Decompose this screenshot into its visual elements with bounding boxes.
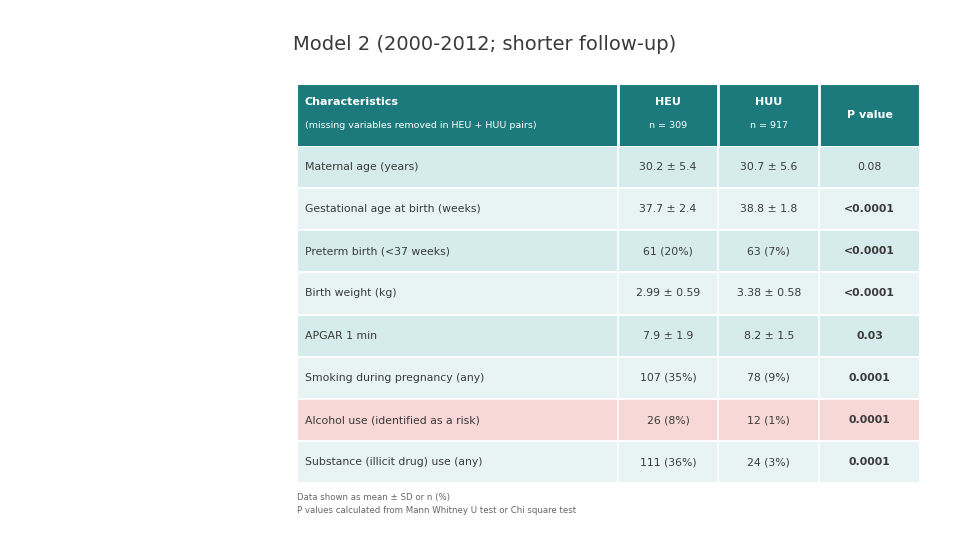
Bar (297, 441, 920, 483)
Text: n = 309: n = 309 (649, 122, 687, 131)
Text: 12 (1%): 12 (1%) (748, 415, 790, 425)
Text: 0.0001: 0.0001 (849, 415, 890, 425)
Text: <0.0001: <0.0001 (844, 288, 895, 299)
Text: 0.0001: 0.0001 (849, 457, 890, 467)
Text: Data shown as mean ± SD or n (%)
P values calculated from Mann Whitney U test or: Data shown as mean ± SD or n (%) P value… (297, 493, 576, 515)
Text: 26 (8%): 26 (8%) (646, 415, 689, 425)
Text: 7.9 ± 1.9: 7.9 ± 1.9 (643, 330, 693, 341)
Bar (297, 84, 920, 146)
Text: Substance (illicit drug) use (any): Substance (illicit drug) use (any) (304, 457, 482, 467)
Text: 3.38 ± 0.58: 3.38 ± 0.58 (736, 288, 801, 299)
Bar (297, 357, 920, 399)
Text: Model 2 (2000-2012; shorter follow-up): Model 2 (2000-2012; shorter follow-up) (294, 35, 677, 54)
Text: 63 (7%): 63 (7%) (748, 246, 790, 256)
Text: *2000-2012: *2000-2012 (22, 321, 221, 350)
Text: 38.8 ± 1.8: 38.8 ± 1.8 (740, 204, 798, 214)
Text: 2.99 ± 0.59: 2.99 ± 0.59 (636, 288, 700, 299)
Text: <0.0001: <0.0001 (844, 204, 895, 214)
Bar (297, 188, 920, 230)
Text: 37.7 ± 2.4: 37.7 ± 2.4 (639, 204, 697, 214)
Text: APGAR 1 min: APGAR 1 min (304, 330, 376, 341)
Text: 8.2 ± 1.5: 8.2 ± 1.5 (744, 330, 794, 341)
Text: 30.2 ± 5.4: 30.2 ± 5.4 (639, 162, 697, 172)
Text: substance use: substance use (22, 273, 269, 302)
Text: 107 (35%): 107 (35%) (639, 373, 696, 383)
Text: now 6 years: now 6 years (22, 400, 132, 418)
Bar (297, 146, 920, 188)
Text: Preterm birth (<37 weeks): Preterm birth (<37 weeks) (304, 246, 449, 256)
Text: Maternal: Maternal (22, 224, 177, 253)
Text: 111 (36%): 111 (36%) (639, 457, 696, 467)
Text: <0.0001: <0.0001 (844, 246, 895, 256)
Text: Smoking during pregnancy (any): Smoking during pregnancy (any) (304, 373, 484, 383)
Bar (297, 314, 920, 357)
Text: (missing variables removed in HEU + HUU pairs): (missing variables removed in HEU + HUU … (304, 122, 537, 131)
Text: n = 917: n = 917 (750, 122, 788, 131)
Text: HUU: HUU (756, 97, 782, 107)
Text: 0.08: 0.08 (857, 162, 881, 172)
Text: Characteristics: Characteristics (304, 97, 398, 107)
Text: 30.7 ± 5.6: 30.7 ± 5.6 (740, 162, 798, 172)
Text: Maternal age (years): Maternal age (years) (304, 162, 419, 172)
Text: Alcohol use (identified as a risk): Alcohol use (identified as a risk) (304, 415, 479, 425)
Text: 0.03: 0.03 (856, 330, 883, 341)
Text: mean age at follow-up: mean age at follow-up (22, 373, 226, 392)
Bar (297, 399, 920, 441)
Text: Gestational age at birth (weeks): Gestational age at birth (weeks) (304, 204, 480, 214)
Text: 0.0001: 0.0001 (849, 373, 890, 383)
Bar (297, 272, 920, 314)
Bar (297, 230, 920, 272)
Text: HEU: HEU (655, 97, 681, 107)
Text: 61 (20%): 61 (20%) (643, 246, 693, 256)
Text: 24 (3%): 24 (3%) (748, 457, 790, 467)
Text: 78 (9%): 78 (9%) (748, 373, 790, 383)
Bar (297, 84, 920, 483)
Text: Birth weight (kg): Birth weight (kg) (304, 288, 396, 299)
Text: P value: P value (847, 110, 893, 120)
